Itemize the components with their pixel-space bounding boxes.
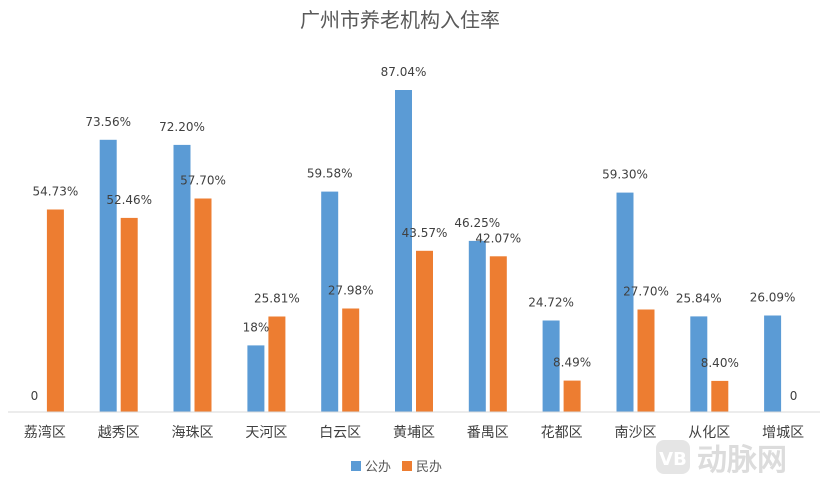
data-labels-layer: 0 54.73% 73.56% 52.46% 72.20% 57.70% 18% 25.81%… bbox=[31, 65, 798, 403]
watermark-logo-glyph: VB bbox=[659, 449, 687, 470]
x-tick-label-10: 从化区 bbox=[688, 425, 730, 441]
bar-series-1-4 bbox=[247, 345, 265, 412]
legend: 公办 民办 bbox=[351, 460, 442, 475]
data-label-series-1-5: 59.58% bbox=[307, 167, 353, 181]
x-tick-label-6: 黄埔区 bbox=[393, 424, 435, 441]
bar-series-2-7 bbox=[489, 256, 507, 412]
legend-label-series-1: 公办 bbox=[365, 460, 391, 475]
data-label-series-1-3: 72.20% bbox=[159, 120, 205, 134]
x-tick-label-3: 海珠区 bbox=[172, 425, 214, 441]
watermark: VB 动脉网 bbox=[656, 440, 787, 478]
x-tick-label-2: 越秀区 bbox=[98, 425, 140, 441]
data-label-series-1-7: 46.25% bbox=[454, 216, 500, 230]
data-label-series-2-8: 8.49% bbox=[553, 356, 591, 370]
bar-series-2-8 bbox=[563, 380, 581, 412]
x-tick-labels: 荔湾区 越秀区 海珠区 天河区 白云区 黄埔区 番禺区 花都区 南沙区 从化区 增城区 bbox=[24, 424, 804, 441]
data-label-series-2-1: 54.73% bbox=[33, 185, 79, 199]
bar-series-2-2 bbox=[120, 217, 138, 412]
bar-series-1-9 bbox=[616, 192, 634, 412]
legend-swatch-series-1 bbox=[351, 461, 361, 471]
x-tick-label-4: 天河区 bbox=[245, 425, 287, 441]
x-tick-label-8: 花都区 bbox=[541, 425, 583, 441]
data-label-series-2-5: 27.98% bbox=[328, 284, 374, 298]
x-tick-label-11: 增城区 bbox=[762, 425, 804, 441]
x-tick-label-1: 荔湾区 bbox=[24, 424, 66, 441]
bar-series-1-8 bbox=[542, 320, 560, 412]
bar-series-1-5 bbox=[321, 191, 339, 412]
bar-series-1-10 bbox=[690, 316, 708, 412]
data-label-series-2-10: 8.40% bbox=[701, 356, 739, 370]
bar-series-1-7 bbox=[468, 240, 486, 412]
bar-series-2-4 bbox=[268, 316, 286, 412]
bar-series-1-3 bbox=[173, 144, 191, 412]
data-label-series-1-6: 87.04% bbox=[381, 65, 427, 79]
bar-series-2-10 bbox=[711, 380, 729, 412]
data-label-series-1-9: 59.30% bbox=[602, 168, 648, 182]
bar-series-1-6 bbox=[395, 90, 412, 412]
data-label-series-2-7: 42.07% bbox=[475, 231, 521, 245]
bar-series-2-1 bbox=[46, 209, 64, 412]
x-tick-label-7: 番禺区 bbox=[467, 425, 509, 441]
x-tick-label-9: 南沙区 bbox=[615, 425, 657, 441]
x-tick-label-5: 白云区 bbox=[319, 425, 361, 441]
data-label-series-2-4: 25.81% bbox=[254, 292, 300, 306]
data-label-series-1-11: 26.09% bbox=[750, 291, 796, 305]
bar-series-1-11 bbox=[764, 315, 782, 412]
bar-series-1-2 bbox=[99, 139, 117, 413]
watermark-logo-icon bbox=[656, 440, 690, 474]
watermark-text: 动脉网 bbox=[697, 443, 787, 478]
data-label-series-2-3: 57.70% bbox=[180, 174, 226, 188]
data-label-series-2-6: 43.57% bbox=[402, 226, 448, 240]
data-label-series-1-4: 18% bbox=[243, 320, 270, 334]
bar-series-2-5 bbox=[342, 308, 360, 412]
data-label-series-2-2: 52.46% bbox=[106, 193, 152, 207]
bars-layer bbox=[46, 90, 782, 413]
bar-series-2-9 bbox=[637, 309, 655, 412]
data-label-series-1-1: 0 bbox=[31, 389, 39, 403]
data-label-series-2-9: 27.70% bbox=[623, 285, 669, 299]
chart-title: 广州市养老机构入住率 bbox=[300, 8, 500, 32]
bar-series-2-3 bbox=[194, 198, 212, 412]
bar-series-2-6 bbox=[416, 250, 433, 412]
data-label-series-1-2: 73.56% bbox=[85, 115, 131, 129]
data-label-series-1-8: 24.72% bbox=[528, 296, 574, 310]
legend-label-series-2: 民办 bbox=[416, 460, 442, 475]
data-label-series-2-11: 0 bbox=[790, 389, 798, 403]
data-label-series-1-10: 25.84% bbox=[676, 291, 722, 305]
legend-swatch-series-2 bbox=[402, 461, 412, 471]
